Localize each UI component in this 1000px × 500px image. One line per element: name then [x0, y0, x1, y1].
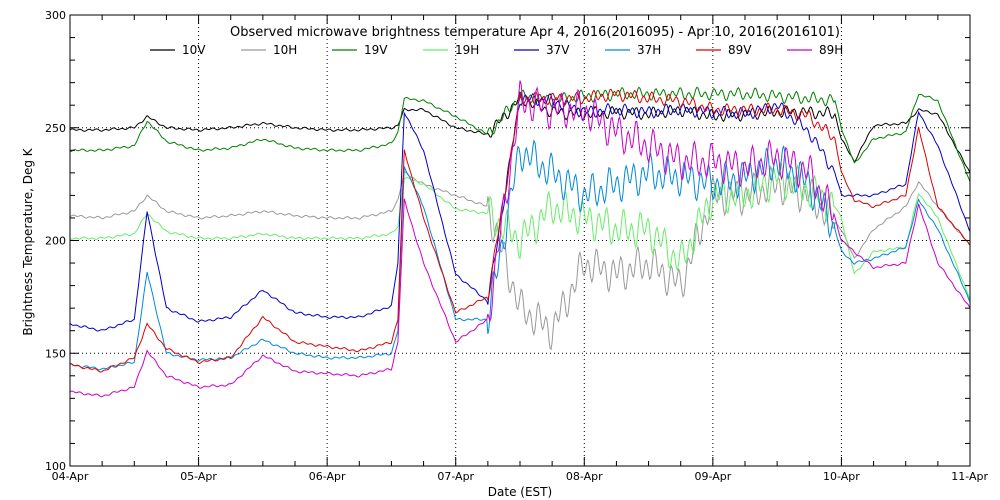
legend-label-19h: 19H — [455, 43, 479, 57]
x-axis-label: Date (EST) — [488, 485, 552, 499]
series-line-89v — [70, 88, 971, 373]
x-tick-label: 04-Apr — [52, 470, 89, 483]
x-tick-label: 08-Apr — [566, 470, 603, 483]
legend-label-10v: 10V — [182, 43, 206, 57]
series-lines — [69, 80, 971, 398]
legend-label-19v: 19V — [364, 43, 388, 57]
x-tick-label: 07-Apr — [437, 470, 474, 483]
y-tick-label: 250 — [45, 122, 66, 135]
y-tick-label: 150 — [45, 347, 66, 360]
x-tick-label: 11-Apr — [951, 470, 988, 483]
series-line-19v — [69, 86, 971, 183]
y-tick-label: 100 — [45, 460, 66, 473]
legend-label-10h: 10H — [273, 43, 297, 57]
legend-label-37h: 37H — [637, 43, 661, 57]
series-line-89h — [69, 80, 971, 398]
series-line-19h — [69, 162, 971, 300]
axes: 100 150 200 250 300 04-Apr 05-Apr 06-Apr 07-Apr 0… — [45, 9, 988, 483]
x-tick-label: 09-Apr — [694, 470, 731, 483]
y-tick-label: 200 — [45, 235, 66, 248]
legend-label-89v: 89V — [728, 43, 752, 57]
x-tick-label: 05-Apr — [180, 470, 217, 483]
series-line-37v — [69, 92, 971, 332]
legend-label-37v: 37V — [546, 43, 570, 57]
legend: 10V 10H 19V 19H 37V 37H 89V 89H — [150, 43, 843, 57]
series-line-10h — [69, 164, 971, 351]
x-tick-label: 06-Apr — [309, 470, 346, 483]
series-line-37h — [69, 139, 971, 371]
legend-label-89h: 89H — [819, 43, 843, 57]
y-axis-label: Brightness Temperature, Deg K — [21, 147, 35, 335]
y-tick-label: 300 — [45, 9, 66, 22]
x-tick-label: 10-Apr — [823, 470, 860, 483]
chart-title: Observed microwave brightness temperatur… — [230, 25, 840, 40]
